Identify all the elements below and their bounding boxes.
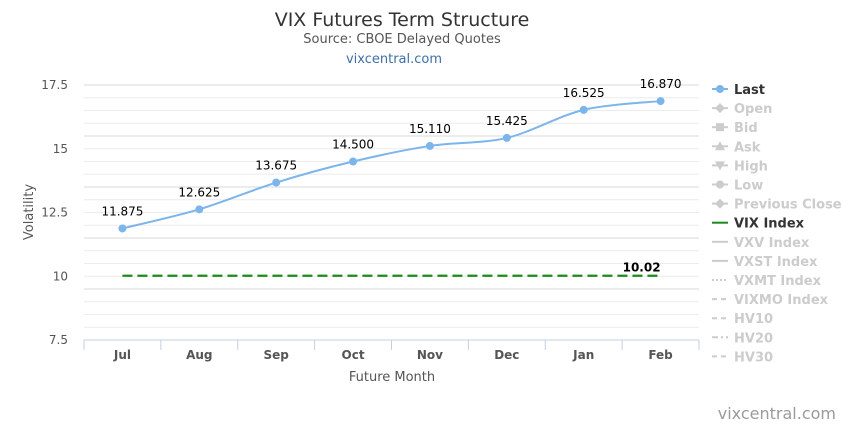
chart-subtitle: Source: CBOE Delayed Quotes: [303, 32, 501, 47]
legend-item-hv20[interactable]: HV20: [712, 331, 773, 346]
legend-item-previous-close[interactable]: Previous Close: [712, 198, 842, 213]
x-tick-label: Jan: [572, 348, 594, 362]
data-point-last[interactable]: [502, 133, 511, 142]
y-tick-label: 15: [53, 142, 68, 156]
legend-item-bid[interactable]: Bid: [712, 121, 758, 136]
legend-symbol-marker: [715, 198, 725, 209]
data-label-last: 12.625: [178, 185, 220, 199]
data-point-last[interactable]: [272, 178, 281, 187]
data-label-vix-index: 10.02: [623, 261, 661, 275]
legend-item-vxv-index[interactable]: VXV Index: [712, 236, 810, 251]
x-axis-label: Future Month: [349, 370, 435, 385]
chart-credit[interactable]: vixcentral.com: [718, 404, 836, 423]
legend-label[interactable]: VIX Index: [734, 217, 805, 232]
legend-label[interactable]: HV10: [734, 312, 773, 327]
legend-label[interactable]: VXMT Index: [734, 274, 822, 289]
legend-item-vxst-index[interactable]: VXST Index: [712, 255, 818, 270]
legend-label[interactable]: Last: [734, 83, 765, 98]
legend-symbol-marker: [716, 85, 724, 93]
x-tick-label: Nov: [417, 348, 443, 362]
legend-item-last[interactable]: Last: [712, 83, 765, 98]
legend-symbol-marker: [716, 180, 724, 189]
legend-item-high[interactable]: High: [712, 159, 768, 174]
x-tick-label: Oct: [342, 348, 365, 362]
legend-item-hv10[interactable]: HV10: [712, 312, 773, 327]
data-point-last[interactable]: [195, 205, 204, 214]
legend-label[interactable]: VXST Index: [734, 255, 818, 270]
legend: Last Open Bid Ask High Low Previous Close VIX I…: [712, 83, 842, 365]
data-label-last: 16.870: [640, 77, 682, 91]
legend-label[interactable]: VIXMO Index: [734, 293, 829, 308]
data-point-last[interactable]: [579, 105, 588, 114]
x-tick-label: Aug: [186, 348, 212, 362]
data-point-last[interactable]: [425, 141, 434, 150]
data-label-last: 16.525: [563, 86, 605, 100]
legend-label[interactable]: Previous Close: [734, 198, 842, 213]
x-tick-label: Sep: [264, 348, 290, 362]
legend-label[interactable]: Low: [734, 179, 763, 194]
legend-item-vxmt-index[interactable]: VXMT Index: [712, 274, 822, 289]
legend-item-low[interactable]: Low: [712, 179, 763, 194]
legend-label[interactable]: HV30: [734, 350, 773, 365]
y-tick-label: 12.5: [41, 206, 68, 220]
legend-label[interactable]: Open: [734, 102, 772, 117]
data-label-last: 15.110: [409, 122, 451, 136]
legend-item-ask[interactable]: Ask: [712, 140, 761, 155]
legend-symbol-marker: [715, 103, 725, 114]
grid-layer: [84, 84, 699, 341]
data-label-last: 14.500: [332, 138, 374, 152]
y-tick-label: 17.5: [41, 78, 68, 92]
data-label-last: 13.675: [255, 159, 297, 173]
legend-symbol-marker: [716, 123, 724, 132]
axis-layer: 7.5 10 12.5 15 17.5 Jul Aug Sep Oct Nov Dec Jan Feb: [41, 78, 700, 362]
legend-item-vix-index[interactable]: VIX Index: [712, 217, 805, 232]
y-tick-label: 7.5: [49, 333, 68, 347]
series-layer: [118, 97, 665, 277]
data-point-last[interactable]: [349, 157, 358, 166]
legend-label[interactable]: Bid: [734, 121, 758, 136]
x-tick-label: Jul: [113, 348, 131, 362]
legend-label[interactable]: HV20: [734, 331, 773, 346]
subtitle-link[interactable]: vixcentral.com: [346, 52, 442, 67]
x-tick-label: Feb: [648, 348, 673, 362]
series-line-last: [122, 100, 661, 230]
legend-item-open[interactable]: Open: [712, 102, 772, 117]
legend-item-vixmo-index[interactable]: VIXMO Index: [712, 293, 829, 308]
legend-label[interactable]: High: [734, 159, 768, 174]
data-point-last[interactable]: [118, 224, 127, 233]
y-axis-label: Volatility: [22, 184, 37, 240]
legend-item-hv30[interactable]: HV30: [712, 350, 773, 365]
legend-symbol-marker: [715, 161, 725, 171]
chart-title: VIX Futures Term Structure: [275, 9, 530, 31]
data-label-layer: 10.02 11.875 12.625 13.675 14.500 15.110 15.42…: [101, 77, 681, 275]
data-label-last: 11.875: [101, 204, 143, 218]
y-tick-label: 10: [53, 269, 68, 283]
data-label-last: 15.425: [486, 114, 528, 128]
legend-symbol-marker: [715, 141, 725, 151]
legend-label[interactable]: Ask: [734, 140, 761, 155]
data-point-last[interactable]: [656, 97, 665, 106]
x-tick-label: Dec: [494, 348, 519, 362]
legend-label[interactable]: VXV Index: [734, 236, 810, 251]
